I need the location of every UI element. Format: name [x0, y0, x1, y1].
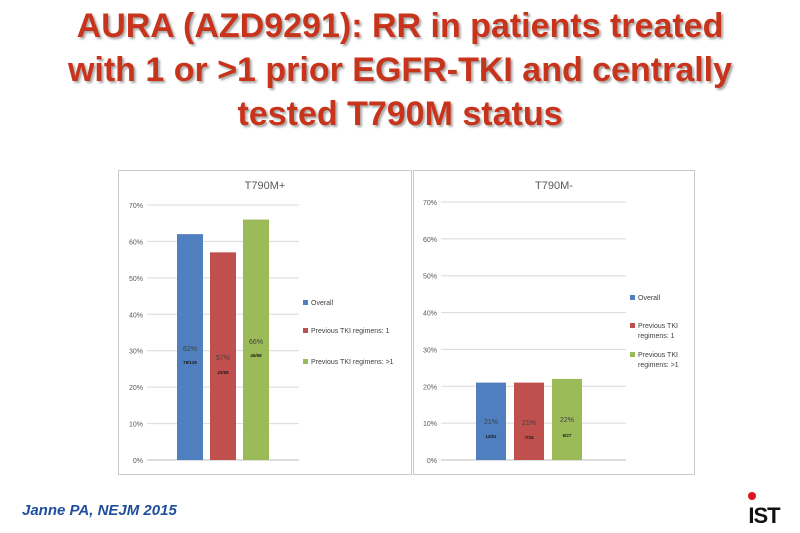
chart-panel-t790m-negative: T790M- 0% 10% 20% 30% 40% 50% 60% 70% 21% 13/61 21%…: [413, 170, 695, 475]
legend-swatch: [630, 295, 635, 300]
data-label: 22%: [560, 417, 574, 424]
data-sublabel: 45/68: [250, 353, 262, 358]
legend-swatch: [630, 352, 635, 357]
data-sublabel: 7/34: [525, 435, 534, 440]
bar-overall: [476, 382, 506, 460]
y-tick-label: 20%: [423, 384, 437, 391]
bar-prev_gt1: [243, 219, 269, 460]
data-label: 57%: [216, 355, 230, 362]
y-tick-label: 10%: [129, 422, 143, 429]
chart-t790m-positive: T790M+ 0% 10% 20% 30% 40% 50% 60% 70% 62% 78/126 57…: [129, 180, 394, 465]
ist-logo: IST: [744, 490, 784, 528]
legend-swatch: [303, 359, 308, 364]
data-sublabel: 33/58: [217, 370, 229, 375]
y-tick-label: 60%: [423, 237, 437, 244]
y-tick-label: 70%: [423, 200, 437, 207]
data-label: 62%: [183, 346, 197, 353]
y-tick-label: 0%: [133, 458, 143, 465]
legend-entry: Previous TKI regimens: >1: [311, 359, 394, 366]
y-tick-label: 50%: [423, 274, 437, 281]
data-sublabel: 13/61: [485, 434, 497, 439]
y-tick-label: 30%: [129, 349, 143, 356]
slide-title: AURA (AZD9291): RR in patients treated w…: [0, 4, 800, 136]
chart-panel-t790m-positive: T790M+ 0% 10% 20% 30% 40% 50% 60% 70% 62% 78/126 57…: [118, 170, 412, 475]
data-label: 21%: [522, 420, 536, 427]
y-tick-label: 40%: [129, 312, 143, 319]
legend-entry: Overall: [638, 295, 661, 302]
bar-prev_gt1: [552, 378, 582, 460]
chart-t790m-negative: T790M- 0% 10% 20% 30% 40% 50% 60% 70% 21% 13/61 21%…: [423, 180, 679, 465]
y-tick-label: 70%: [129, 203, 143, 210]
y-tick-label: 30%: [423, 347, 437, 354]
bar-prev1: [210, 252, 236, 460]
legend-swatch: [630, 323, 635, 328]
data-sublabel: 78/126: [183, 360, 197, 365]
y-tick-label: 10%: [423, 421, 437, 428]
title-line-1: AURA (AZD9291): RR in patients treated: [76, 7, 724, 45]
y-tick-label: 60%: [129, 239, 143, 246]
chart-title: T790M+: [245, 180, 286, 192]
data-sublabel: 6/27: [563, 433, 572, 438]
title-line-3: tested T790M status: [237, 95, 563, 133]
legend-swatch: [303, 328, 308, 333]
data-label: 66%: [249, 339, 263, 346]
title-line-2: with 1 or >1 prior EGFR-TKI and centrall…: [67, 51, 733, 89]
y-tick-label: 0%: [427, 458, 437, 465]
chart-title: T790M-: [535, 180, 573, 192]
legend-entry: Previous TKI regimens: 1: [311, 328, 390, 335]
y-tick-label: 40%: [423, 311, 437, 318]
bar-prev1: [514, 382, 544, 460]
data-label: 21%: [484, 419, 498, 426]
legend-entry: Overall: [311, 300, 334, 307]
legend-swatch: [303, 300, 308, 305]
legend-entry: Previous TKI regimens: 1: [638, 323, 678, 340]
legend-entry: Previous TKI regimens: >1: [638, 352, 679, 369]
svg-text:IST: IST: [748, 503, 781, 526]
bar-overall: [177, 234, 203, 460]
y-tick-label: 20%: [129, 385, 143, 392]
y-tick-label: 50%: [129, 276, 143, 283]
citation: Janne PA, NEJM 2015: [22, 502, 177, 519]
